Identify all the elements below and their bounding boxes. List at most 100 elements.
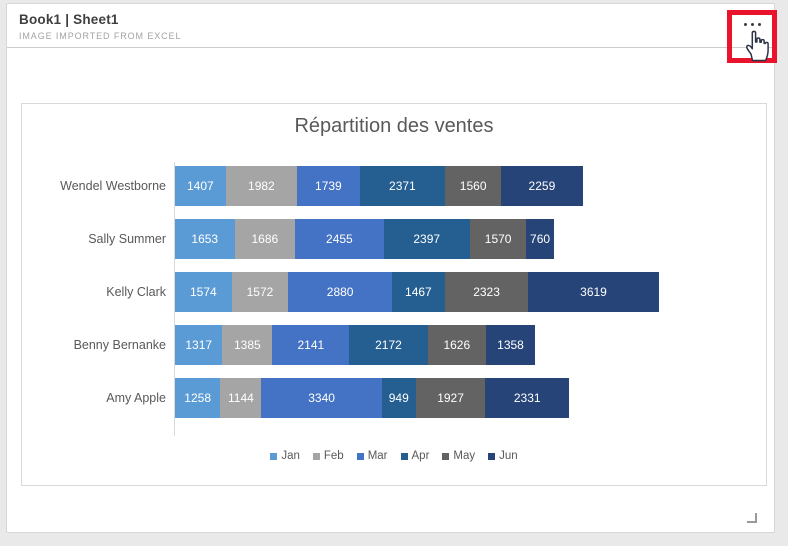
ellipsis-icon [743, 22, 747, 26]
category-label: Kelly Clark [106, 285, 166, 299]
bar-segment-feb[interactable]: 1686 [234, 219, 296, 259]
bar-segment-mar[interactable]: 2455 [295, 219, 384, 259]
bar-segment-jun[interactable]: 2259 [501, 166, 583, 206]
resize-handle[interactable] [747, 513, 757, 523]
category-label: Sally Summer [88, 232, 166, 246]
bar-segment-jan[interactable]: 1258 [175, 378, 221, 418]
legend-item-feb: Feb [312, 450, 344, 462]
data-label: 1626 [443, 338, 471, 352]
bar-segment-apr[interactable]: 2397 [383, 219, 470, 259]
data-label: 2371 [389, 179, 416, 193]
bar-segment-feb[interactable]: 1385 [222, 325, 273, 365]
data-label: 1358 [497, 338, 524, 352]
ellipsis-icon [757, 22, 761, 26]
bar-segment-mar[interactable]: 3340 [261, 378, 382, 418]
bar-row: Kelly Clark 1574 1572 2880 1467 2323 3619 [22, 272, 766, 312]
data-label: 1686 [251, 232, 279, 246]
data-label: 2141 [297, 338, 325, 352]
data-label: 949 [388, 391, 409, 405]
data-label: 1653 [191, 232, 219, 246]
bar-segment-mar[interactable]: 2880 [288, 272, 392, 312]
category-label: Benny Bernanke [73, 338, 166, 352]
bar-segment-may[interactable]: 1927 [415, 378, 486, 418]
legend-label: Feb [323, 450, 344, 462]
data-label: 2331 [513, 391, 541, 405]
legend-item-mar: Mar [356, 450, 388, 462]
data-label: 1407 [186, 179, 214, 193]
bar-segment-jan[interactable]: 1574 [175, 272, 232, 312]
bar-segment-may[interactable]: 1560 [445, 166, 502, 206]
data-label: 2259 [528, 179, 556, 193]
legend-label: Mar [367, 450, 388, 462]
data-label: 1258 [184, 391, 211, 405]
hand-cursor-icon [746, 30, 769, 62]
embedded-excel-card: Book1 | Sheet1 IMAGE IMPORTED FROM EXCEL… [6, 3, 777, 533]
bar-row: Amy Apple 1258 1144 3340 949 1927 2331 [22, 378, 766, 418]
data-label: 1144 [227, 391, 254, 405]
data-label: 1982 [248, 179, 275, 193]
plot-rows: Wendel Westborne 1407 1982 1739 2371 1560 2259… [22, 166, 766, 431]
bar-segment-mar[interactable]: 2141 [272, 325, 350, 365]
bar-segment-apr[interactable]: 2371 [359, 166, 446, 206]
bar-segment-feb[interactable]: 1144 [220, 378, 262, 418]
bar-track: 1407 1982 1739 2371 1560 2259 [175, 166, 583, 206]
bar-segment-apr[interactable]: 1467 [391, 272, 445, 312]
card-title: Book1 | Sheet1 [19, 12, 119, 27]
data-label: 2880 [326, 285, 354, 299]
bar-segment-jun[interactable]: 1358 [486, 325, 535, 365]
data-label: 3619 [580, 285, 607, 299]
category-axis-line [174, 162, 175, 436]
bar-row: Benny Bernanke 1317 1385 2141 2172 1626 1358 [22, 325, 766, 365]
legend-swatch-icon [356, 452, 364, 460]
data-label: 1560 [459, 179, 487, 193]
bar-segment-may[interactable]: 1626 [427, 325, 487, 365]
legend-item-apr: Apr [400, 450, 429, 462]
bar-segment-jan[interactable]: 1407 [175, 166, 226, 206]
bar-track: 1258 1144 3340 949 1927 2331 [175, 378, 570, 418]
bar-segment-apr[interactable]: 949 [381, 378, 416, 418]
bar-track: 1653 1686 2455 2397 1570 760 [175, 219, 554, 259]
bar-segment-mar[interactable]: 1739 [297, 166, 360, 206]
legend-swatch-icon [270, 452, 278, 460]
bar-segment-may[interactable]: 1570 [469, 219, 527, 259]
excel-chart-image: Répartition des ventes Wendel Westborne 1… [21, 103, 767, 486]
data-label: 1385 [233, 338, 261, 352]
bar-row: Wendel Westborne 1407 1982 1739 2371 1560 2259 [22, 166, 766, 206]
category-label: Wendel Westborne [60, 179, 166, 193]
bar-segment-jan[interactable]: 1317 [175, 325, 223, 365]
bar-segment-jun[interactable]: 760 [526, 219, 554, 259]
legend-item-jun: Jun [488, 450, 518, 462]
data-label: 2397 [413, 232, 441, 246]
data-label: 3340 [308, 391, 335, 405]
data-label: 1467 [405, 285, 432, 299]
chart-legend: Jan Feb Mar Apr May Jun [22, 450, 766, 462]
card-subtitle: IMAGE IMPORTED FROM EXCEL [19, 31, 182, 41]
data-label: 1317 [185, 338, 213, 352]
legend-item-may: May [442, 450, 475, 462]
legend-label: Jun [499, 450, 518, 462]
data-label: 1572 [246, 285, 274, 299]
data-label: 760 [530, 232, 551, 246]
data-label: 1739 [315, 179, 342, 193]
legend-label: Jan [281, 450, 300, 462]
bar-track: 1574 1572 2880 1467 2323 3619 [175, 272, 659, 312]
bar-segment-feb[interactable]: 1982 [225, 166, 298, 206]
data-label: 2172 [375, 338, 402, 352]
data-label: 2455 [326, 232, 353, 246]
ellipsis-icon [750, 22, 754, 26]
bar-segment-jun[interactable]: 3619 [528, 272, 659, 312]
bar-segment-feb[interactable]: 1572 [231, 272, 289, 312]
bar-segment-jan[interactable]: 1653 [175, 219, 235, 259]
more-options-button[interactable] [738, 16, 766, 32]
chart-title: Répartition des ventes [294, 115, 494, 137]
legend-swatch-icon [400, 452, 408, 460]
bar-segment-may[interactable]: 2323 [444, 272, 529, 312]
bar-track: 1317 1385 2141 2172 1626 1358 [175, 325, 535, 365]
legend-swatch-icon [488, 452, 496, 460]
legend-label: May [453, 450, 476, 462]
data-label: 2323 [473, 285, 500, 299]
bar-segment-jun[interactable]: 2331 [485, 378, 570, 418]
data-label: 1570 [484, 232, 512, 246]
legend-swatch-icon [442, 452, 450, 460]
bar-segment-apr[interactable]: 2172 [349, 325, 428, 365]
